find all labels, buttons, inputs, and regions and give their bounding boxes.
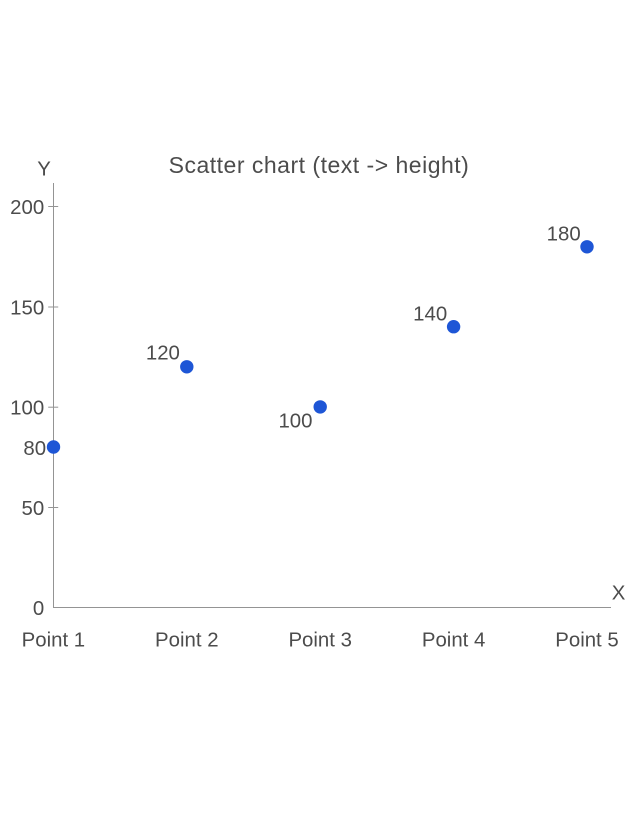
svg-text:100: 100 — [278, 411, 312, 433]
svg-text:0: 0 — [33, 598, 44, 620]
svg-text:200: 200 — [10, 197, 44, 219]
svg-text:80: 80 — [23, 438, 46, 460]
svg-text:Scatter chart (text -> height): Scatter chart (text -> height) — [169, 152, 470, 178]
svg-text:Point 5: Point 5 — [555, 630, 618, 652]
svg-text:X: X — [612, 583, 626, 605]
svg-text:Point 2: Point 2 — [155, 630, 218, 652]
svg-text:Point 4: Point 4 — [422, 630, 485, 652]
svg-text:Point 1: Point 1 — [22, 630, 85, 652]
svg-text:Y: Y — [37, 158, 51, 180]
svg-text:100: 100 — [10, 398, 44, 420]
svg-text:150: 150 — [10, 297, 44, 319]
svg-text:180: 180 — [547, 224, 581, 246]
svg-text:Point 3: Point 3 — [288, 630, 351, 652]
svg-text:50: 50 — [22, 498, 45, 520]
svg-text:120: 120 — [146, 343, 180, 365]
svg-text:140: 140 — [413, 304, 447, 326]
